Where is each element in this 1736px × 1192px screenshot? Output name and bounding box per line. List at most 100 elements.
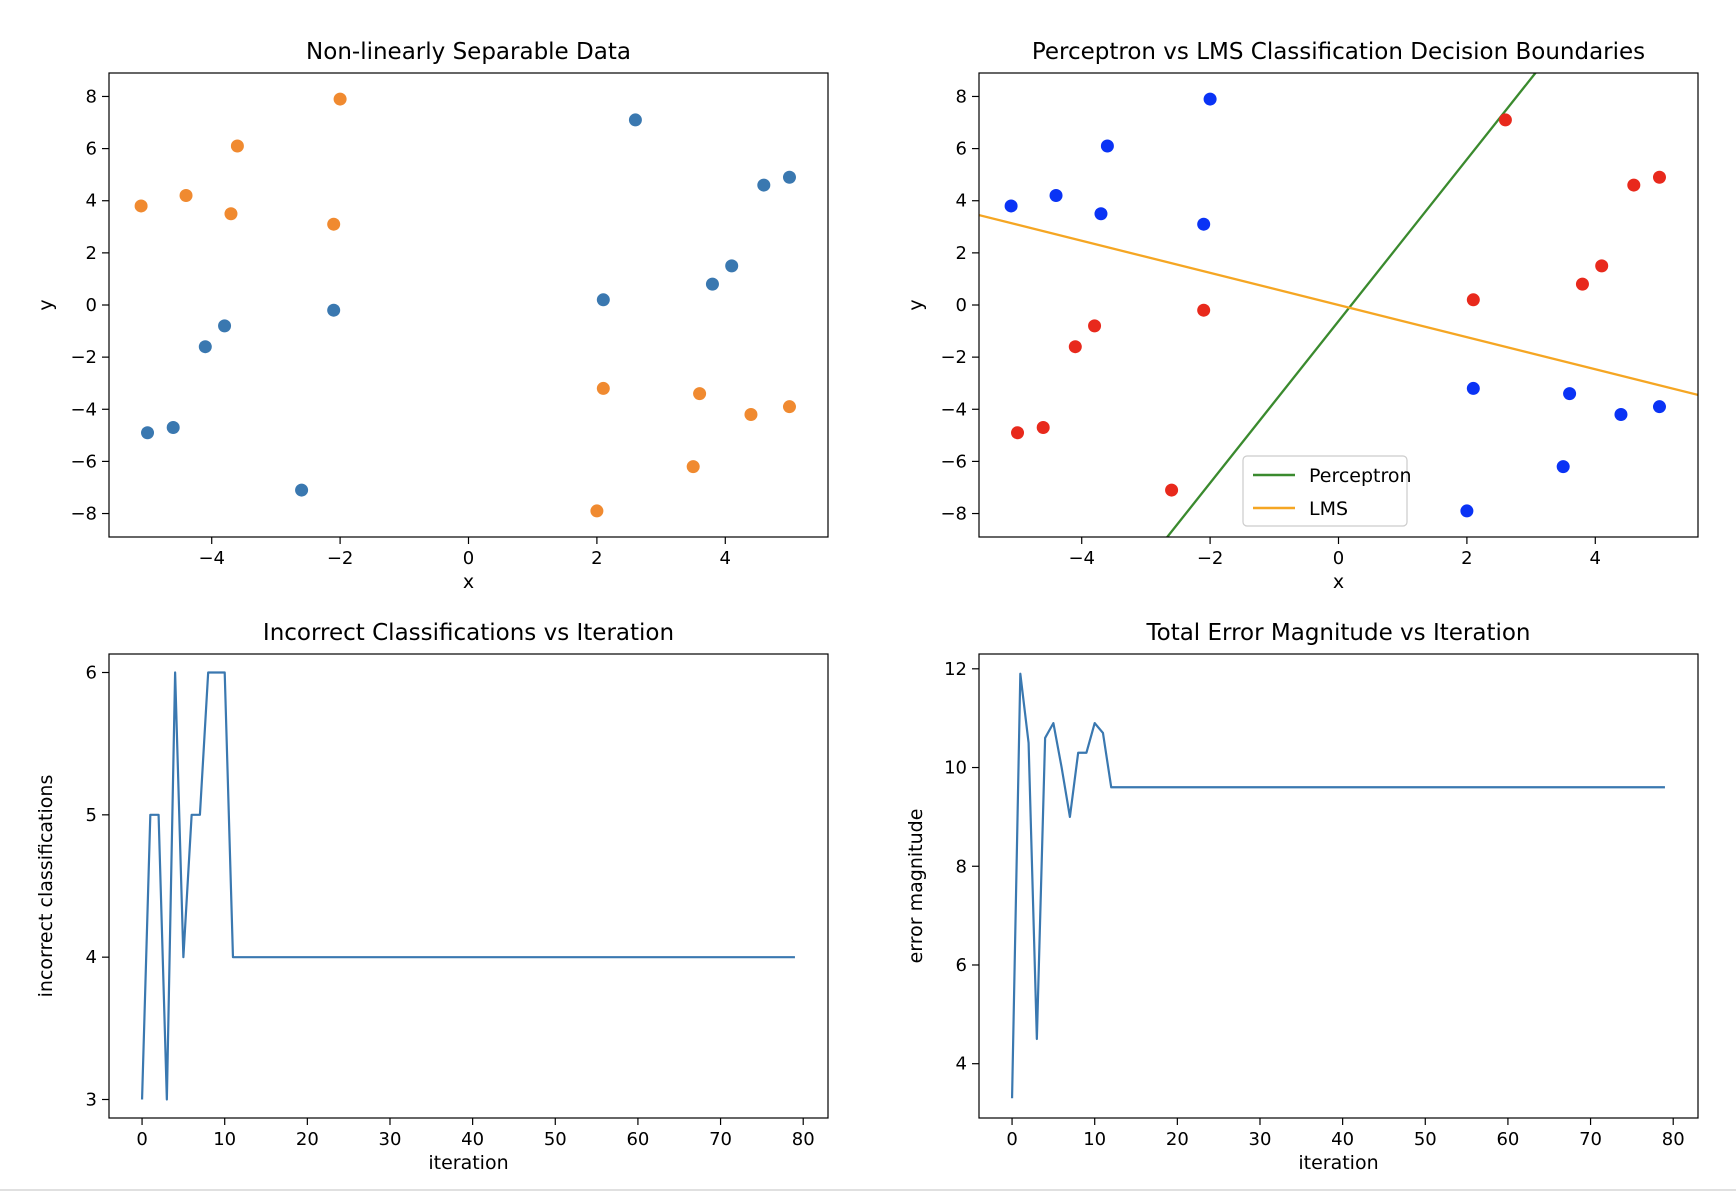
scatter-point-blue: [1197, 217, 1211, 231]
x-tick-label: 0: [1333, 548, 1344, 569]
x-tick-label: 70: [709, 1129, 732, 1150]
y-tick-label: 4: [956, 1054, 967, 1075]
x-tick-label: −2: [1197, 548, 1224, 569]
chart-title: Non-linearly Separable Data: [306, 39, 631, 65]
legend-label-perceptron: Perceptron: [1309, 465, 1412, 487]
x-axis-label: iteration: [1298, 1152, 1378, 1174]
x-tick-label: 10: [213, 1129, 236, 1150]
scatter-point-series-2: [179, 189, 193, 203]
x-tick-label: 4: [1590, 548, 1601, 569]
y-tick-label: 6: [956, 139, 967, 160]
scatter-point-series-2: [224, 207, 238, 221]
x-tick-label: 2: [1461, 548, 1472, 569]
x-tick-label: 60: [626, 1129, 649, 1150]
y-tick-label: −2: [70, 347, 97, 368]
x-tick-label: 40: [1331, 1129, 1354, 1150]
x-tick-label: 40: [461, 1129, 484, 1150]
y-axis-label: y: [35, 299, 57, 310]
subplot-2: Perceptron vs LMS Classification Decisio…: [905, 39, 1699, 593]
x-tick-label: 30: [379, 1129, 402, 1150]
scatter-point-series-1: [757, 178, 771, 192]
x-tick-label: 2: [591, 548, 602, 569]
scatter-point-blue: [1100, 139, 1114, 153]
y-tick-label: −8: [940, 504, 967, 525]
scatter-point-series-2: [333, 92, 347, 106]
x-tick-label: 50: [1414, 1129, 1437, 1150]
x-axis-label: iteration: [428, 1152, 508, 1174]
line-series-1: [1010, 672, 1665, 1099]
scatter-point-series-1: [166, 421, 180, 435]
scatter-point-series-1: [725, 259, 739, 273]
scatter-point-blue: [1049, 189, 1063, 203]
x-tick-label: 4: [720, 548, 731, 569]
x-axis-label: x: [463, 571, 474, 593]
axes-frame: [978, 72, 1699, 538]
x-tick-label: 80: [1662, 1129, 1685, 1150]
y-tick-label: 4: [86, 947, 97, 968]
scatter-point-red: [1165, 483, 1179, 497]
scatter-point-series-1: [705, 277, 719, 291]
scatter-point-blue: [1556, 460, 1570, 474]
subplot-1: Non-linearly Separable Data −4 −2 0 2 4 −8 −6 −4…: [35, 39, 829, 593]
scatter-point-red: [1036, 421, 1050, 435]
axes-frame: [108, 653, 829, 1119]
y-tick-label: −4: [940, 399, 967, 420]
scatter-point-red: [1466, 293, 1480, 307]
scatter-point-blue: [1203, 92, 1217, 106]
scatter-point-blue: [1004, 199, 1018, 213]
y-tick-label: 12: [944, 659, 967, 680]
scatter-point-series-1: [327, 303, 341, 317]
scatter-point-blue: [1614, 407, 1628, 421]
x-tick-label: 60: [1496, 1129, 1519, 1150]
scatter-point-series-1: [295, 483, 309, 497]
y-tick-label: 0: [86, 295, 97, 316]
scatter-point-red: [1652, 170, 1666, 184]
y-tick-label: 6: [86, 663, 97, 684]
scatter-point-series-2: [686, 460, 700, 474]
y-tick-label: 2: [956, 243, 967, 264]
x-tick-label: 70: [1579, 1129, 1602, 1150]
perceptron-boundary-line: [1165, 73, 1537, 537]
y-tick-label: 8: [956, 856, 967, 877]
plot-area: [1010, 672, 1665, 1099]
scatter-point-series-1: [218, 319, 232, 333]
chart-title: Incorrect Classifications vs Iteration: [263, 620, 674, 646]
scatter-point-series-2: [596, 381, 610, 395]
subplot-3: Incorrect Classifications vs Iteration 0 1…: [35, 620, 829, 1174]
x-tick-label: 80: [792, 1129, 815, 1150]
x-tick-label: 50: [544, 1129, 567, 1150]
chart-title: Total Error Magnitude vs Iteration: [1145, 620, 1530, 646]
x-tick-label: 10: [1083, 1129, 1106, 1150]
y-tick-label: 10: [944, 758, 967, 779]
scatter-point-series-1: [141, 426, 155, 440]
scatter-point-red: [1011, 426, 1025, 440]
y-tick-label: −6: [70, 451, 97, 472]
x-tick-label: 20: [296, 1129, 319, 1150]
scatter-point-series-2: [590, 504, 604, 518]
x-tick-label: 20: [1166, 1129, 1189, 1150]
scatter-point-series-2: [744, 407, 758, 421]
y-tick-label: −2: [940, 347, 967, 368]
x-tick-label: −2: [327, 548, 354, 569]
line-series-1: [140, 671, 795, 1101]
axes-frame: [978, 653, 1699, 1119]
scatter-point-red: [1498, 113, 1512, 127]
y-tick-label: 5: [86, 805, 97, 826]
y-tick-label: −4: [70, 399, 97, 420]
subplot-4: Total Error Magnitude vs Iteration 0 10 20 3…: [905, 620, 1699, 1174]
chart-title: Perceptron vs LMS Classification Decisio…: [1032, 39, 1645, 65]
x-axis-label: x: [1333, 571, 1344, 593]
scatter-point-series-2: [693, 387, 707, 401]
scatter-point-red: [1088, 319, 1102, 333]
scatter-point-series-1: [782, 170, 796, 184]
scatter-point-red: [1595, 259, 1609, 273]
scatter-point-red: [1197, 303, 1211, 317]
y-tick-label: 0: [956, 295, 967, 316]
scatter-point-series-2: [230, 139, 244, 153]
y-axis-label: error magnitude: [905, 809, 927, 964]
scatter-point-series-1: [596, 293, 610, 307]
plot-area: [140, 671, 795, 1101]
y-tick-label: 4: [86, 191, 97, 212]
y-tick-label: 3: [86, 1089, 97, 1110]
